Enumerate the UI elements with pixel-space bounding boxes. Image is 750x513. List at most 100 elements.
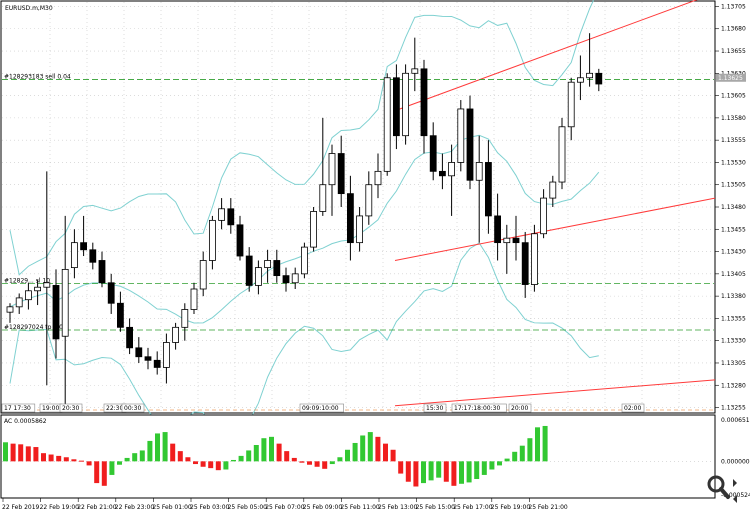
ac-bar (481, 461, 487, 475)
ac-bar (117, 461, 122, 465)
ac-bar (497, 461, 502, 466)
candle-up (181, 309, 189, 328)
current-price-label: 1.13625 (718, 75, 743, 82)
ac-bar (56, 455, 62, 462)
ac-bar (466, 461, 472, 483)
price-tick-label: 1.13405 (721, 271, 746, 278)
ac-bar (63, 457, 69, 462)
ac-bar (284, 451, 290, 462)
candle-up (475, 162, 483, 181)
candle-up (291, 273, 299, 284)
time-label: 25 Feb 17:00 (453, 504, 493, 511)
candle-up (577, 77, 584, 83)
candle-down (494, 215, 502, 244)
ac-bar (345, 449, 350, 462)
event-marker (1, 403, 36, 413)
ac-bar (337, 457, 343, 462)
ac-bar (542, 425, 548, 462)
candle-up (457, 108, 465, 163)
candle-down (236, 224, 244, 257)
ac-axis-label: 0.0000000 (721, 458, 750, 465)
time-label: 25 Feb 11:00 (340, 504, 380, 511)
ac-bar (215, 461, 221, 471)
ac-bar (79, 460, 84, 462)
event-label: 22:30 (106, 405, 123, 412)
candle-down (420, 68, 428, 137)
candle-up (24, 290, 32, 301)
price-tick-label: 1.13305 (721, 360, 746, 367)
event-label: 20:00 (511, 405, 528, 412)
magnifier-icon (707, 475, 737, 503)
ac-bar (291, 457, 297, 462)
price-tick-label: 1.13455 (721, 226, 746, 233)
ac-bar (238, 455, 244, 462)
ac-bar (398, 461, 404, 474)
price-tick-label: 1.13280 (721, 382, 746, 389)
ac-bar (41, 453, 46, 462)
ac-bar (71, 459, 77, 462)
ac-bar (307, 461, 312, 465)
price-tick-label: 1.13380 (721, 293, 746, 300)
event-label: 02:00 (624, 405, 641, 412)
candle-up (328, 153, 336, 186)
lower-band (9, 242, 599, 444)
candle-down (346, 193, 354, 244)
event-label: 20:30 (62, 405, 79, 412)
ac-bar (223, 461, 229, 470)
candle-up (172, 326, 180, 343)
upper-band (9, 0, 595, 276)
time-label: 25 Feb 13:00 (378, 504, 418, 511)
chart-title: EURUSD.m,M30 (5, 5, 53, 12)
ac-bar (322, 461, 328, 469)
event-marker (451, 403, 507, 413)
candle-up (356, 215, 364, 244)
price-tick-label: 1.13680 (721, 26, 746, 33)
ac-panel[interactable] (0, 414, 716, 499)
price-axis[interactable]: 1.137051.136801.136551.136301.136051.135… (715, 3, 746, 412)
ac-bar (3, 442, 8, 462)
candle-up (199, 260, 207, 290)
candle-up (300, 246, 308, 275)
candle-up (208, 219, 216, 261)
event-label: 19:00 (42, 405, 59, 412)
candle-up (374, 170, 382, 186)
candle-up (15, 297, 23, 308)
ac-bar (132, 453, 138, 462)
price-tick-label: 1.13655 (721, 48, 746, 55)
candle-up (531, 233, 538, 285)
ac-bar (162, 432, 168, 462)
price-tick-label: 1.13255 (721, 405, 746, 412)
time-label: 25 Feb 03:00 (190, 504, 230, 511)
ac-bar (109, 461, 115, 475)
candle-down (595, 72, 603, 85)
ac-bar (155, 433, 160, 462)
candle-up (402, 72, 410, 137)
event-marker (508, 403, 532, 413)
trend-line-upper (394, 0, 698, 112)
candle-up (540, 197, 547, 235)
candle-down (521, 242, 529, 285)
candle-down (337, 153, 345, 195)
candle-down (135, 347, 143, 358)
trend-line-lower (394, 379, 716, 407)
ac-bar (10, 443, 16, 462)
ac-bar (421, 461, 426, 484)
ac-bar (451, 461, 457, 486)
candle-up (503, 237, 511, 244)
ac-bar (246, 450, 252, 462)
ac-bar (208, 461, 214, 469)
candle-up (264, 260, 272, 269)
candle-down (80, 242, 87, 251)
ac-bar (535, 427, 540, 462)
candles (6, 33, 603, 412)
candle-down (466, 108, 474, 181)
ac-bar (170, 443, 176, 462)
candle-up (411, 68, 419, 74)
time-label: 25 Feb 07:00 (265, 504, 305, 511)
main-grid (2, 2, 714, 412)
ac-bar (436, 461, 442, 478)
price-tick-label: 1.13355 (721, 315, 746, 322)
zoom-button[interactable] (704, 473, 742, 505)
ac-bar (269, 436, 274, 462)
